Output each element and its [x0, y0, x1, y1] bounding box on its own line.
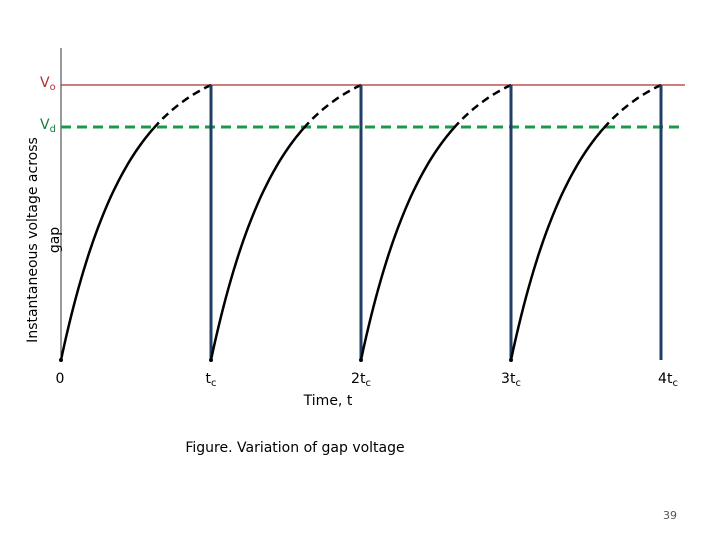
charging-curve [359, 127, 455, 361]
label-main: V [40, 75, 50, 91]
y-axis-label: Instantaneous voltage across [25, 137, 41, 343]
charging-curve-dashed [152, 83, 212, 130]
x-tick-label: 2tc [351, 371, 371, 389]
tick-main: t [206, 371, 212, 387]
point [209, 358, 213, 362]
point [59, 358, 63, 362]
point [359, 358, 363, 362]
charging-curve-dashed [452, 83, 512, 130]
vd-label: Vd [40, 117, 56, 135]
tick-main: 2t [351, 371, 366, 387]
tick-sub: c [515, 378, 521, 389]
page-number: 39 [663, 509, 677, 522]
x-tick-label: 4tc [658, 371, 678, 389]
charging-curve-dashed [302, 83, 362, 130]
charging-curve [209, 127, 305, 361]
vo-label: Vo [40, 75, 56, 93]
tick-main: 4t [658, 371, 673, 387]
y-axis-label: gap [47, 227, 63, 253]
x-tick-label: tc [206, 371, 217, 389]
tick-sub: c [672, 378, 678, 389]
tick-main: 0 [56, 371, 65, 387]
label-main: V [40, 117, 50, 133]
x-tick-label: 3tc [501, 371, 521, 389]
x-ticks: 0 tc 2tc 3tc 4tc [56, 371, 678, 389]
charging-curve-dashed [602, 83, 662, 130]
label-sub: o [50, 82, 56, 93]
x-tick-label: 0 [56, 371, 65, 387]
charging-curve [509, 127, 605, 361]
tick-main: 3t [501, 371, 516, 387]
point [509, 358, 513, 362]
tick-sub: c [365, 378, 371, 389]
caption: Figure. Variation of gap voltage [185, 440, 404, 456]
x-axis-label: Time, t [303, 393, 353, 409]
label-sub: d [50, 124, 56, 135]
curves [59, 83, 663, 362]
tick-sub: c [211, 378, 217, 389]
charging-curve [59, 127, 155, 361]
